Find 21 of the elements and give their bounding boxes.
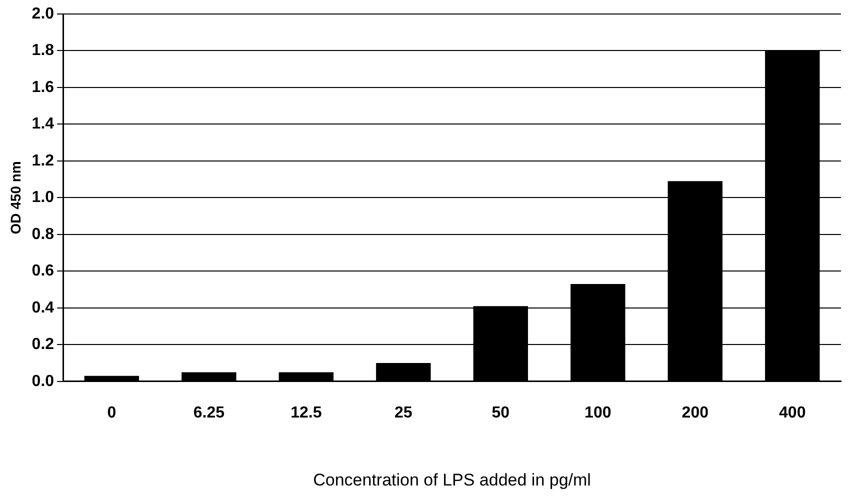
- y-tick-label: 0.6: [32, 262, 54, 280]
- x-tick-label: 50: [492, 404, 510, 422]
- y-tick-label: 2.0: [32, 5, 54, 22]
- x-axis-title: Concentration of LPS added in pg/ml: [313, 470, 591, 490]
- y-tick-label: 0.4: [32, 299, 54, 316]
- x-tick-label: 0: [107, 404, 116, 422]
- y-tick-label: 1.6: [32, 78, 54, 96]
- x-tick-label: 100: [584, 404, 612, 422]
- y-tick-label: 0.0: [32, 372, 54, 390]
- y-tick-label: 1.4: [32, 116, 54, 133]
- y-tick-label: 1.8: [32, 42, 54, 60]
- y-tick-label: 0.8: [32, 226, 54, 243]
- x-tick-label: 12.5: [290, 404, 322, 422]
- x-tick-label: 25: [394, 404, 412, 422]
- x-tick-label: 200: [682, 404, 709, 422]
- x-tick-label: 400: [779, 404, 806, 422]
- y-tick-label: 0.2: [32, 336, 54, 354]
- y-tick-label: 1.0: [32, 189, 54, 206]
- y-axis-title: OD 450 nm: [7, 161, 24, 234]
- y-tick-label: 1.2: [32, 152, 54, 170]
- x-tick-label: 6.25: [193, 404, 225, 422]
